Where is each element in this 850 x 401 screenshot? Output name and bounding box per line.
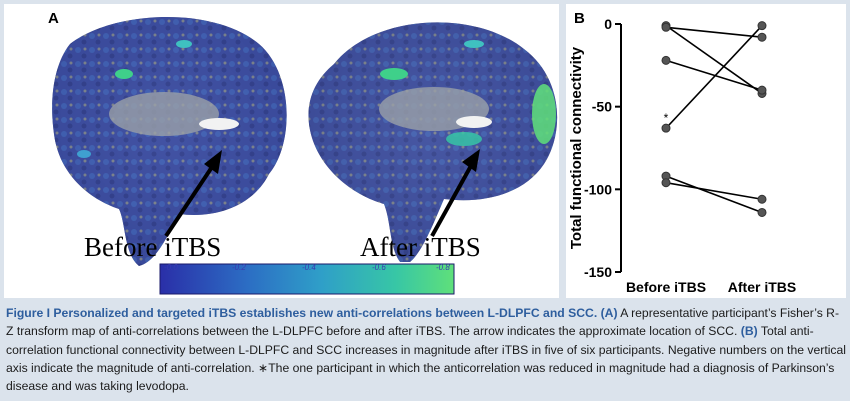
- ref-b: (B): [740, 324, 758, 339]
- series-line: [665, 26, 763, 39]
- x-category-label: Before iTBS: [626, 279, 706, 295]
- caption-before-itbs: Before iTBS: [84, 232, 222, 262]
- colorbar: [157, 262, 457, 296]
- caption-after-itbs: After iTBS: [360, 232, 481, 262]
- data-point: [757, 207, 767, 217]
- colorbar-ticks: -0.0 -0.2 -0.4 -0.6 -0.8: [160, 262, 454, 274]
- annotation-star: *: [664, 111, 669, 125]
- colorbar-tick: -0.6: [372, 263, 386, 272]
- panel-a-label: A: [48, 10, 59, 27]
- connectivity-chart: 0 -50 -100 -150 Total functional connectivit…: [568, 16, 796, 295]
- data-point: [661, 178, 671, 188]
- figure-label: Figure I: [6, 306, 51, 320]
- data-point: [661, 123, 671, 133]
- figure-caption: Figure I Personalized and targeted iTBS …: [6, 304, 846, 395]
- y-tick-label: 0: [604, 16, 612, 32]
- brain-before: [52, 16, 287, 266]
- series-line: [665, 59, 763, 91]
- caption-text-a: A representative participant’s Fisher’s …: [6, 306, 840, 339]
- colorbar-tick: -0.8: [436, 263, 450, 272]
- y-axis-label: Total functional connectivity: [568, 46, 585, 249]
- series-line: [665, 24, 763, 95]
- arrow-before: [164, 150, 222, 238]
- brain-after: [308, 22, 558, 267]
- data-point: [757, 194, 767, 204]
- data-point: [757, 32, 767, 42]
- series-line: [665, 181, 763, 201]
- y-tick-label: -100: [584, 181, 612, 197]
- y-tick-label: -50: [592, 99, 612, 115]
- arrow-after: [430, 149, 480, 237]
- data-point: [661, 22, 671, 32]
- y-tick-label: -150: [584, 264, 612, 280]
- figure-title: Personalized and targeted iTBS establish…: [53, 306, 598, 320]
- ref-a: (A): [600, 306, 618, 320]
- panel-b-label: B: [574, 10, 585, 27]
- x-category-label: After iTBS: [728, 279, 796, 295]
- caption-text-b: Total anti-correlation functional connec…: [6, 324, 846, 394]
- series-line: [665, 175, 763, 214]
- data-point: [757, 85, 767, 95]
- brain-maps: [52, 16, 558, 296]
- colorbar-tick: -0.0: [164, 263, 178, 272]
- colorbar-tick: -0.4: [302, 263, 316, 272]
- panel-a: A: [4, 4, 559, 298]
- data-point: [661, 55, 671, 65]
- data-point: [757, 21, 767, 31]
- panel-b: B 0 -50 -100 -150 Total functional connectiv…: [566, 4, 846, 298]
- series-line: [665, 25, 763, 129]
- colorbar-tick: -0.2: [232, 263, 246, 272]
